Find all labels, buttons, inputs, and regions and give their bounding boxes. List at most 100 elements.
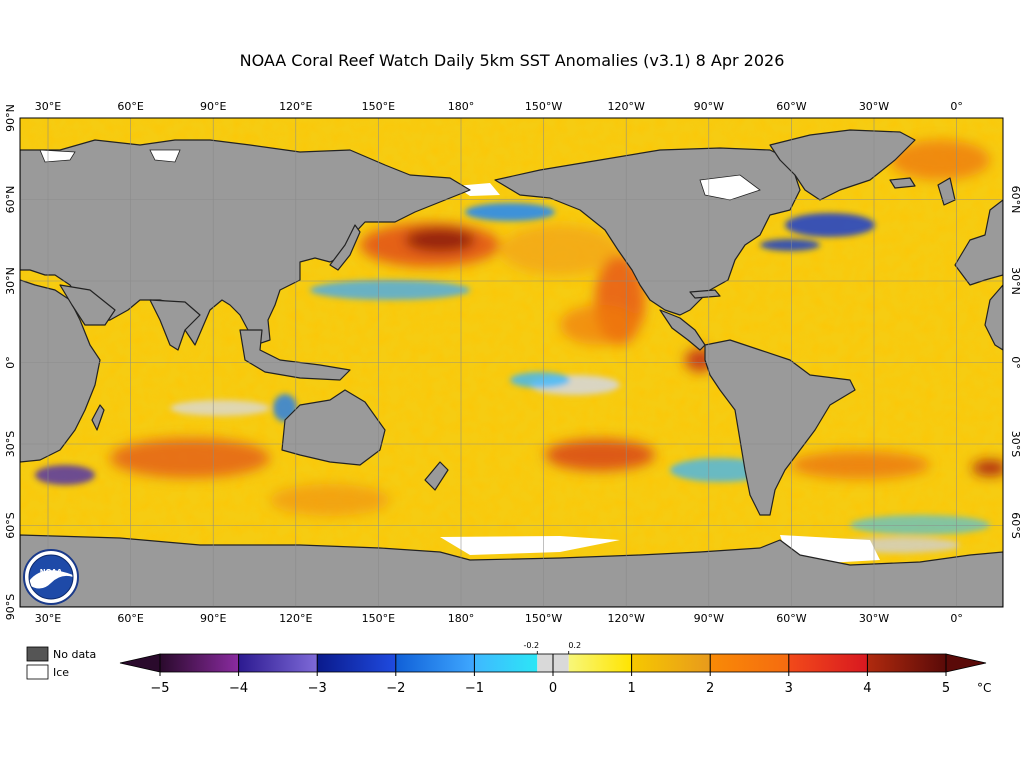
landmass-cuba	[689, 289, 721, 299]
lon-tick-label-bottom: 90°E	[200, 612, 226, 625]
landmass-greenland	[769, 129, 916, 201]
lon-tick-label-bottom: 60°E	[117, 612, 143, 625]
colorbar-segment	[317, 654, 396, 672]
lon-tick-label-top: 60°W	[776, 100, 806, 113]
colorbar-tick-label: −2	[386, 681, 405, 696]
lat-tick-label-right: 60°S	[1009, 512, 1022, 538]
colorbar-small-tick-label: 0.2	[568, 641, 581, 650]
lon-tick-label-top: 120°W	[608, 100, 645, 113]
colorbar: −5 −4 −3 −2 −1 0 1 2 3 4 5 -0.2 0.2	[119, 641, 987, 696]
lon-tick-label-bottom: 120°W	[608, 612, 645, 625]
lon-tick-label-bottom: 30°E	[35, 612, 61, 625]
landmass-new-zealand	[424, 461, 449, 491]
landmass-iceland	[889, 177, 916, 189]
lat-tick-label-left: 30°N	[4, 267, 17, 295]
sst-map	[20, 118, 1003, 607]
landmass-maritime-se-asia	[239, 329, 351, 381]
landmass-central-america	[659, 309, 706, 351]
colorbar-tick-label: 4	[863, 681, 871, 696]
colorbar-tick-label: 3	[785, 681, 793, 696]
lon-tick-label-bottom: 120°E	[279, 612, 312, 625]
colorbar-tick-label: 2	[706, 681, 714, 696]
landmass-africa	[20, 279, 101, 463]
landmass-australia	[281, 389, 386, 466]
lat-tick-label-right: 30°N	[1009, 267, 1022, 295]
longitude-labels-top: 30°E 60°E 90°E 120°E 150°E 180° 150°W 120°W 90°W…	[35, 100, 963, 113]
lon-tick-label-bottom: 60°W	[776, 612, 806, 625]
lon-tick-label-top: 30°E	[35, 100, 61, 113]
no-data-swatch	[26, 646, 49, 662]
graticule	[20, 118, 1003, 607]
lat-tick-label-left: 60°S	[4, 512, 17, 538]
lon-tick-label-top: 90°W	[694, 100, 724, 113]
land	[20, 129, 1003, 607]
latitude-labels-right: 60°N 30°N 0° 30°S 60°S	[1009, 186, 1022, 539]
colorbar-segment	[474, 654, 538, 672]
lat-tick-label-left: 60°N	[4, 186, 17, 214]
arctic-ice	[39, 149, 761, 201]
landmass-arabia	[59, 284, 116, 326]
colorbar-tick-label: −3	[308, 681, 327, 696]
colorbar-segment	[867, 654, 946, 672]
map-frame	[19, 117, 1004, 608]
lon-tick-label-top: 180°	[448, 100, 475, 113]
lat-tick-label-left: 90°S	[4, 594, 17, 620]
map-title: NOAA Coral Reef Watch Daily 5km SST Anom…	[240, 51, 785, 70]
colorbar-min-extension	[119, 653, 161, 673]
colorbar-segment	[631, 654, 711, 672]
colorbar-unit: °C	[977, 681, 991, 695]
colorbar-small-tick-label: -0.2	[523, 641, 539, 650]
warm-anomaly-patches	[110, 140, 1003, 516]
colorbar-tick-label: −1	[465, 681, 484, 696]
colorbar-max-extension	[945, 653, 987, 673]
landmass-europe-east-edge	[954, 199, 1003, 286]
colorbar-segment	[395, 654, 475, 672]
noaa-logo-text: NOAA	[40, 568, 63, 576]
lat-tick-label-right: 0°	[1009, 356, 1022, 369]
lon-tick-label-top: 120°E	[279, 100, 312, 113]
lat-tick-label-left: 90°N	[4, 104, 17, 132]
colorbar-tick-label: −5	[150, 681, 169, 696]
colorbar-segment	[568, 654, 632, 672]
landmass-japan	[329, 224, 361, 271]
colorbar-tick-label: −4	[229, 681, 248, 696]
landmass-uk	[937, 177, 956, 206]
colorbar-segment	[710, 654, 789, 672]
lat-tick-label-left: 0°	[4, 356, 17, 369]
colorbar-segment	[238, 654, 318, 672]
lon-tick-label-top: 0°	[950, 100, 963, 113]
ice-swatch	[26, 664, 49, 680]
colorbar-tick-label: 5	[942, 681, 950, 696]
lon-tick-label-top: 30°W	[859, 100, 889, 113]
colorbar-segment	[788, 654, 868, 672]
sea-ice	[440, 183, 880, 565]
landmass-india	[149, 299, 201, 351]
no-data-label: No data	[53, 648, 96, 661]
lon-tick-label-bottom: 0°	[950, 612, 963, 625]
lon-tick-label-bottom: 150°W	[525, 612, 562, 625]
landmass-south-america	[704, 339, 856, 516]
lon-tick-label-bottom: 30°W	[859, 612, 889, 625]
lon-tick-label-top: 150°W	[525, 100, 562, 113]
latitude-labels-left: 90°N 60°N 30°N 0° 30°S 60°S 90°S	[4, 104, 17, 620]
landmass-eurasia	[20, 139, 471, 346]
status-legend: No data Ice	[26, 646, 96, 680]
lat-tick-label-right: 30°S	[1009, 431, 1022, 457]
lon-tick-label-bottom: 90°W	[694, 612, 724, 625]
colorbar-segment	[160, 654, 239, 672]
lon-tick-label-bottom: 180°	[448, 612, 475, 625]
landmass-madagascar	[91, 404, 105, 431]
lon-tick-label-top: 60°E	[117, 100, 143, 113]
longitude-labels-bottom: 30°E 60°E 90°E 120°E 150°E 180° 150°W 120°W 90°W…	[35, 612, 963, 625]
lon-tick-label-top: 150°E	[362, 100, 395, 113]
lat-tick-label-right: 60°N	[1009, 186, 1022, 214]
colorbar-tick-label: 0	[549, 681, 557, 696]
lon-tick-label-bottom: 150°E	[362, 612, 395, 625]
noaa-logo: NOAA	[23, 549, 79, 605]
colorbar-tick-label: 1	[627, 681, 635, 696]
landmass-africa-west	[984, 284, 1003, 351]
lon-tick-label-top: 90°E	[200, 100, 226, 113]
ice-label: Ice	[53, 666, 69, 679]
landmass-antarctica	[20, 534, 1003, 607]
